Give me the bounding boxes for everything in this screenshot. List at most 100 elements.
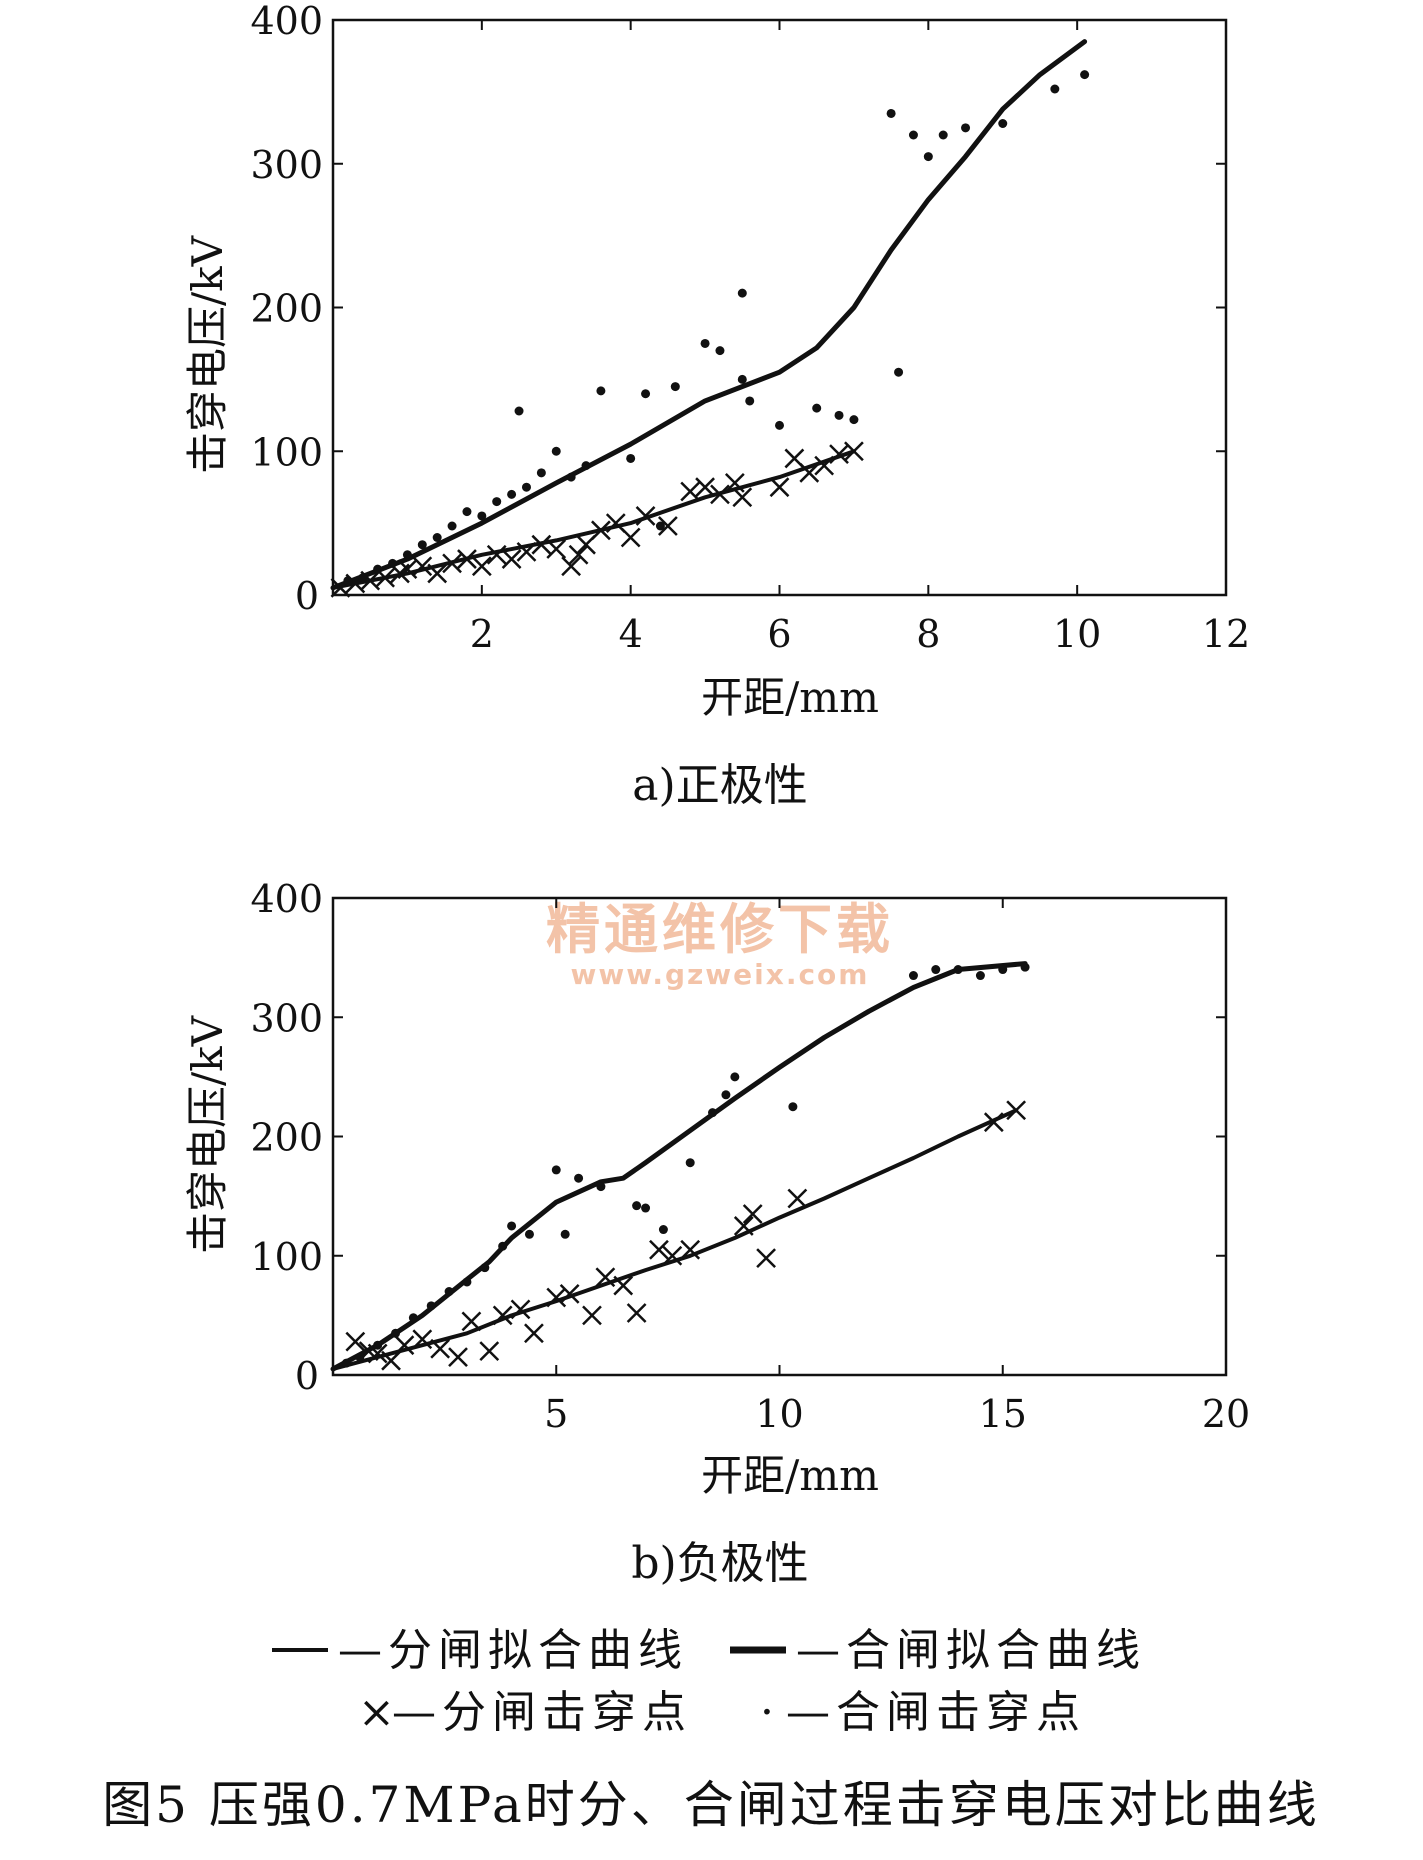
open-breakdown-point (412, 1329, 433, 1350)
close-breakdown-point (551, 1165, 561, 1175)
y-tick-label: 200 (250, 1116, 323, 1160)
open-breakdown-point (844, 441, 864, 462)
close-breakdown-point (507, 1221, 517, 1231)
close-breakdown-point (447, 521, 457, 531)
open-breakdown-point (448, 1347, 468, 1367)
close-breakdown-point (402, 550, 412, 560)
open-breakdown-point (756, 1248, 776, 1269)
open-breakdown-point (680, 481, 701, 502)
close-breakdown-point (788, 1102, 798, 1112)
y-tick-label: 300 (250, 143, 323, 187)
open-breakdown-point (442, 553, 462, 574)
x-axis-label-a: 开距/mm (701, 673, 879, 722)
open-breakdown-point (582, 1305, 602, 1326)
close-breakdown-point (998, 119, 1008, 128)
x-tick-label: 15 (979, 1392, 1027, 1436)
legend-label-open-points: —分闸击穿点 (392, 1687, 692, 1738)
close-breakdown-point (358, 573, 368, 583)
close-breakdown-point (700, 338, 710, 348)
origin-tick-label: 0 (295, 574, 319, 618)
close-breakdown-point (745, 396, 755, 406)
x-axis-label-b: 开距/mm (701, 1451, 879, 1500)
close-breakdown-point (462, 507, 472, 517)
close-breakdown-point (632, 1201, 642, 1211)
close-breakdown-point (373, 564, 383, 574)
open-breakdown-point (381, 1350, 401, 1371)
close-breakdown-point (426, 1301, 436, 1311)
y-tick-label: 400 (250, 877, 323, 921)
close-breakdown-point (938, 130, 948, 140)
open-breakdown-point (769, 477, 790, 498)
close-breakdown-point (444, 1287, 454, 1297)
close-breakdown-point (480, 1263, 490, 1273)
y-tick-label: 300 (250, 996, 323, 1040)
open-breakdown-point (626, 1303, 647, 1323)
close-breakdown-point (343, 576, 353, 586)
close-breakdown-point (596, 386, 606, 396)
open-breakdown-point (531, 534, 552, 555)
open-breakdown-point (1006, 1100, 1027, 1121)
x-tick-label: 2 (470, 612, 494, 656)
open-breakdown-point (471, 556, 492, 577)
open-breakdown-point (635, 506, 656, 526)
panel-caption-b: b)负极性 (631, 1538, 808, 1589)
open-breakdown-point (662, 1245, 683, 1266)
legend-label-close-points: —合闸击穿点 (786, 1687, 1086, 1738)
x-tick-label: 4 (619, 612, 643, 656)
open-breakdown-point (613, 1275, 634, 1296)
open-breakdown-point (733, 1216, 754, 1236)
open-breakdown-point (680, 1239, 701, 1260)
close-breakdown-point (551, 446, 561, 456)
open-breakdown-point (591, 520, 611, 541)
open-breakdown-point (546, 1287, 567, 1308)
close-breakdown-point (908, 971, 918, 981)
close-breakdown-point (998, 965, 1008, 975)
y-axis-label-b: 击穿电压/kV (183, 1015, 232, 1254)
close-breakdown-point (931, 965, 941, 975)
fit-curve-1 (330, 39, 1088, 591)
close-breakdown-point (388, 558, 398, 568)
origin-tick-label: 0 (295, 1354, 319, 1398)
close-breakdown-point (498, 1241, 508, 1251)
open-breakdown-point (620, 527, 641, 548)
close-breakdown-point (715, 346, 725, 356)
close-breakdown-point (391, 1328, 401, 1338)
open-breakdown-point (345, 1331, 366, 1352)
x-tick-label: 5 (544, 1392, 568, 1436)
close-breakdown-point (341, 1358, 351, 1368)
x-tick-label: 10 (755, 1392, 803, 1436)
close-breakdown-point (655, 521, 665, 531)
close-breakdown-point (462, 1277, 472, 1287)
close-breakdown-point (408, 1313, 418, 1323)
open-breakdown-point (546, 539, 567, 559)
close-breakdown-point (894, 367, 904, 377)
open-breakdown-point (732, 487, 753, 508)
legend-label-close-curve: —合闸拟合曲线 (796, 1625, 1146, 1676)
y-tick-label: 100 (250, 430, 323, 474)
watermark-text: 精通维修下载 (546, 898, 894, 961)
open-breakdown-point (561, 556, 582, 577)
panel-caption-a: a)正极性 (632, 760, 807, 811)
open-breakdown-point (695, 477, 715, 498)
close-breakdown-point (1080, 70, 1090, 80)
legend-label-open-curve: —分闸拟合曲线 (338, 1625, 688, 1676)
open-breakdown-point (787, 1188, 808, 1209)
open-breakdown-point (657, 516, 678, 536)
x-tick-label: 12 (1202, 612, 1250, 656)
chart-panel-positive-polarity: 0 2 4 6 8 10 12 100 200 300 400 (250, 0, 1250, 656)
y-tick-label: 400 (250, 0, 323, 43)
close-breakdown-point (641, 1203, 651, 1213)
open-breakdown-point (559, 1284, 580, 1304)
open-breakdown-point (524, 1323, 544, 1344)
close-breakdown-point (953, 965, 963, 975)
close-breakdown-point (708, 1108, 718, 1118)
x-tick-label: 10 (1053, 612, 1101, 656)
open-breakdown-point (427, 563, 448, 584)
close-breakdown-point (908, 130, 918, 140)
close-breakdown-point (812, 403, 822, 413)
close-breakdown-point (975, 971, 985, 981)
x-tick-label: 20 (1202, 1392, 1250, 1436)
close-breakdown-point (923, 152, 933, 162)
close-breakdown-point (834, 410, 844, 420)
